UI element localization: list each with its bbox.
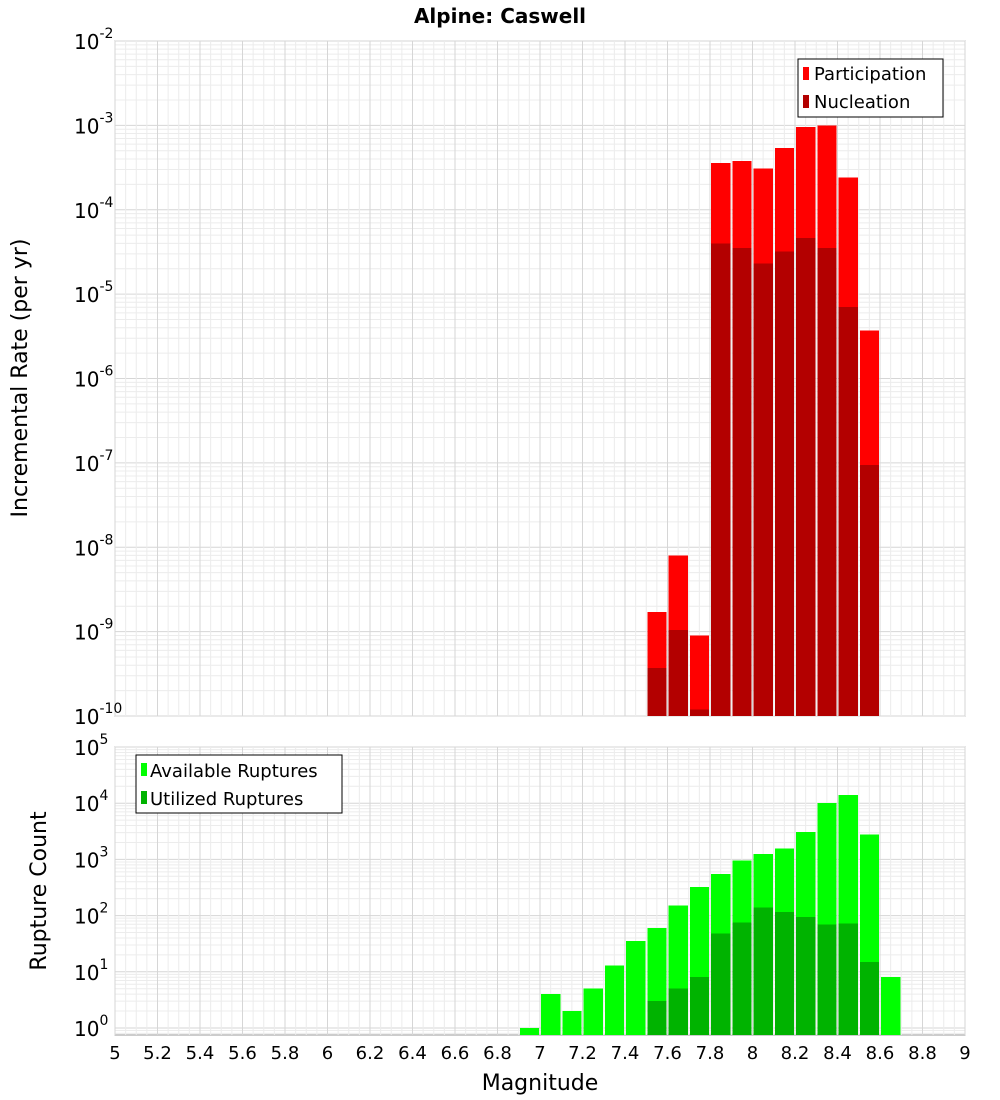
top-y-tick-label: 10-10 <box>74 701 122 729</box>
top-y-tick-label: 10-8 <box>74 532 113 560</box>
legend-swatch-participation <box>803 67 809 80</box>
bottom-bar-available-ruptures <box>626 941 646 1035</box>
x-tick-label: 9 <box>959 1043 970 1064</box>
bottom-bar-utilized-ruptures <box>796 916 816 1035</box>
bottom-y-axis-label: Rupture Count <box>27 811 52 971</box>
x-tick-label: 6.2 <box>356 1043 385 1064</box>
x-tick-label: 6.6 <box>441 1043 470 1064</box>
top-legend: Participation Nucleation <box>797 58 944 118</box>
bottom-bar-utilized-ruptures <box>774 912 794 1035</box>
x-tick-label: 6.8 <box>483 1043 512 1064</box>
top-y-tick-label: 10-7 <box>74 448 113 476</box>
top-bar-nucleation <box>859 464 879 716</box>
bottom-bar-available-ruptures <box>562 1011 582 1035</box>
x-axis-label: Magnitude <box>482 1071 599 1096</box>
x-tick-label: 7.4 <box>611 1043 640 1064</box>
bottom-bar-utilized-ruptures <box>732 922 752 1035</box>
x-tick-label: 5 <box>109 1043 120 1064</box>
bottom-bar-available-ruptures <box>519 1027 539 1035</box>
legend-swatch-available <box>141 763 147 776</box>
bottom-y-tick-label: 104 <box>74 788 108 816</box>
top-y-tick-label: 10-2 <box>74 26 113 54</box>
x-tick-label: 8.4 <box>823 1043 852 1064</box>
x-tick-label: 8.6 <box>866 1043 895 1064</box>
bottom-y-tick-label: 101 <box>74 957 108 985</box>
legend-swatch-nucleation <box>803 95 809 108</box>
bottom-bar-utilized-ruptures <box>647 1001 667 1035</box>
bottom-bar-utilized-ruptures <box>859 961 879 1035</box>
top-bar-nucleation <box>647 668 667 716</box>
x-tick-label: 8.8 <box>908 1043 937 1064</box>
top-bar-nucleation <box>689 709 709 716</box>
top-bar-nucleation <box>796 238 816 716</box>
bottom-legend: Available Ruptures Utilized Ruptures <box>135 754 343 814</box>
x-tick-label: 6.4 <box>398 1043 427 1064</box>
bottom-bar-utilized-ruptures <box>689 977 709 1035</box>
top-bar-nucleation <box>774 251 794 716</box>
x-tick-label: 7.2 <box>568 1043 597 1064</box>
bottom-y-tick-label: 103 <box>74 844 108 872</box>
bottom-bar-available-ruptures <box>541 994 561 1035</box>
bottom-bar-utilized-ruptures <box>668 988 688 1035</box>
x-tick-label: 8 <box>747 1043 758 1064</box>
bottom-bar-utilized-ruptures <box>753 907 773 1035</box>
top-bar-nucleation <box>732 248 752 717</box>
x-tick-label: 5.8 <box>271 1043 300 1064</box>
bottom-legend-box <box>135 754 343 814</box>
legend-swatch-utilized <box>141 791 147 804</box>
top-y-tick-label: 10-5 <box>74 279 113 307</box>
chart-title: Alpine: Caswell <box>414 4 586 28</box>
legend-label-participation: Participation <box>814 64 926 85</box>
top-bar-nucleation <box>817 248 837 717</box>
bottom-y-tick-label: 100 <box>74 1013 108 1041</box>
bottom-y-tick-label: 102 <box>74 901 108 929</box>
x-tick-label: 6 <box>322 1043 333 1064</box>
legend-label-nucleation: Nucleation <box>814 92 910 113</box>
bottom-bar-available-ruptures <box>583 988 603 1035</box>
top-y-tick-label: 10-4 <box>74 195 114 223</box>
bottom-bar-utilized-ruptures <box>838 923 858 1035</box>
top-bar-nucleation <box>711 243 731 717</box>
x-tick-label: 7.8 <box>696 1043 725 1064</box>
x-tick-label: 7 <box>534 1043 545 1064</box>
x-tick-label: 8.2 <box>781 1043 810 1064</box>
top-legend-box <box>797 58 944 118</box>
x-tick-label: 5.4 <box>186 1043 215 1064</box>
top-y-tick-label: 10-3 <box>74 110 113 138</box>
top-y-axis-label: Incremental Rate (per yr) <box>8 239 33 518</box>
bottom-bar-utilized-ruptures <box>711 933 731 1035</box>
top-bar-participation <box>689 635 709 716</box>
top-bar-nucleation <box>753 263 773 716</box>
bottom-bar-available-ruptures <box>881 977 901 1035</box>
bottom-bar-utilized-ruptures <box>817 924 837 1035</box>
top-y-tick-label: 10-9 <box>74 617 113 645</box>
x-tick-label: 5.6 <box>228 1043 257 1064</box>
bottom-y-tick-label: 105 <box>74 732 108 760</box>
legend-label-available-ruptures: Available Ruptures <box>150 761 318 782</box>
top-y-tick-label: 10-6 <box>74 364 114 392</box>
bottom-bar-available-ruptures <box>604 965 624 1035</box>
top-bar-nucleation <box>838 307 858 716</box>
top-bar-nucleation <box>668 629 688 716</box>
x-tick-label: 5.2 <box>143 1043 172 1064</box>
legend-label-utilized-ruptures: Utilized Ruptures <box>150 789 303 810</box>
x-tick-label: 7.6 <box>653 1043 682 1064</box>
